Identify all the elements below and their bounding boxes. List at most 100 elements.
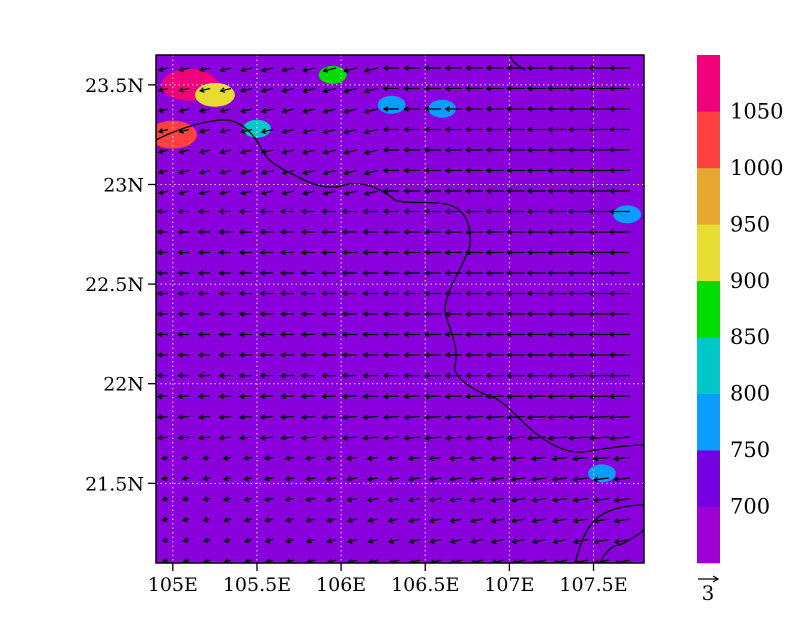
- wind-vector: [157, 128, 169, 134]
- wind-vector: [567, 372, 589, 379]
- wind-vector: [301, 149, 316, 155]
- wind-vector: [608, 229, 630, 235]
- wind-vector: [280, 372, 295, 379]
- wind-vector: [157, 169, 169, 175]
- wind-vector: [552, 517, 568, 524]
- wind-vector: [510, 476, 526, 483]
- wind-vector: [383, 435, 400, 441]
- wind-vector: [485, 229, 504, 235]
- wind-vector: [346, 517, 358, 524]
- wind-vector: [608, 106, 630, 112]
- wind-vector: [485, 65, 504, 71]
- wind-vector: [341, 352, 357, 358]
- wind-vector: [526, 147, 546, 153]
- wind-vector: [448, 476, 463, 483]
- wind-vector: [567, 311, 588, 317]
- wind-vector: [526, 435, 547, 442]
- wind-vector: [465, 147, 483, 153]
- wind-vector: [198, 128, 211, 134]
- wind-vector: [300, 249, 315, 256]
- wind-vector: [321, 414, 337, 421]
- wind-vector: [240, 189, 253, 196]
- wind-vector: [547, 270, 567, 276]
- wind-vector: [244, 537, 253, 544]
- wind-vector: [362, 372, 379, 379]
- wind-vector: [285, 537, 295, 544]
- wind-vector: [608, 290, 630, 297]
- wind-vector: [506, 229, 525, 235]
- wind-vector: [526, 270, 546, 276]
- wind-vector: [263, 475, 274, 482]
- wind-vector: [448, 455, 463, 462]
- wind-vector: [259, 352, 273, 358]
- wind-vector: [177, 249, 189, 256]
- wind-vector: [526, 414, 547, 421]
- wind-vector: [526, 352, 546, 358]
- x-tick-label: 107.5E: [559, 574, 627, 596]
- wind-vector: [531, 497, 547, 503]
- plot-area: [156, 55, 644, 563]
- wind-vector: [366, 455, 379, 462]
- wind-vector: [387, 496, 400, 503]
- wind-vector: [382, 393, 400, 400]
- wind-vector: [403, 188, 420, 194]
- colorbar-segment: [697, 55, 720, 112]
- wind-vector: [567, 352, 588, 358]
- wind-vector: [506, 249, 525, 256]
- wind-vector: [156, 311, 168, 317]
- wind-vector: [157, 107, 169, 114]
- wind-vector: [506, 352, 525, 358]
- wind-vector: [382, 311, 399, 317]
- wind-vector: [177, 393, 190, 400]
- wind-vector: [382, 208, 399, 215]
- wind-vector: [177, 372, 190, 379]
- plot-frame: [155, 54, 645, 564]
- wind-vector: [547, 229, 567, 235]
- wind-vector: [444, 435, 463, 441]
- wind-vector: [608, 85, 630, 92]
- wind-vector: [341, 372, 358, 379]
- wind-vector: [567, 126, 588, 133]
- x-tick-label: 106E: [316, 574, 366, 596]
- wind-vector: [202, 537, 211, 544]
- wind-vector: [567, 290, 588, 297]
- wind-vector: [403, 126, 420, 133]
- wind-vector: [547, 393, 568, 400]
- wind-vector: [485, 85, 504, 92]
- wind-vector: [424, 414, 442, 421]
- wind-vector: [403, 167, 420, 174]
- wind-vector: [156, 414, 169, 420]
- colorbar-segment: [697, 111, 720, 169]
- wind-vector: [343, 149, 358, 156]
- wind-vector: [222, 475, 232, 482]
- wind-vector: [300, 414, 316, 421]
- wind-vector: [197, 270, 210, 276]
- wind-vector: [407, 476, 421, 482]
- wind-vector: [588, 208, 609, 215]
- wind-vector: [592, 497, 610, 503]
- wind-vector: [280, 435, 295, 441]
- wind-vector: [592, 476, 610, 483]
- y-tick-label: 22.5N: [85, 274, 144, 296]
- wind-vector: [218, 372, 232, 379]
- wind-vector: [469, 455, 484, 462]
- wind-vector: [588, 85, 609, 92]
- wind-vector: [178, 107, 190, 114]
- y-tick-label: 22N: [103, 374, 144, 396]
- wind-vector: [263, 455, 274, 461]
- wind-vector: [608, 147, 630, 153]
- wind-vector: [423, 188, 441, 194]
- wind-vector: [506, 311, 525, 317]
- wind-vector: [510, 455, 526, 462]
- wind-vector: [321, 331, 336, 338]
- wind-vector: [526, 188, 546, 194]
- wind-vector: [177, 331, 189, 338]
- wind-vector: [552, 538, 568, 545]
- wind-vector: [444, 270, 462, 276]
- wind-vector: [259, 311, 273, 317]
- wind-vector: [363, 87, 379, 94]
- wind-vector: [178, 148, 190, 155]
- wind-vector: [243, 517, 253, 523]
- wind-vector: [156, 208, 168, 215]
